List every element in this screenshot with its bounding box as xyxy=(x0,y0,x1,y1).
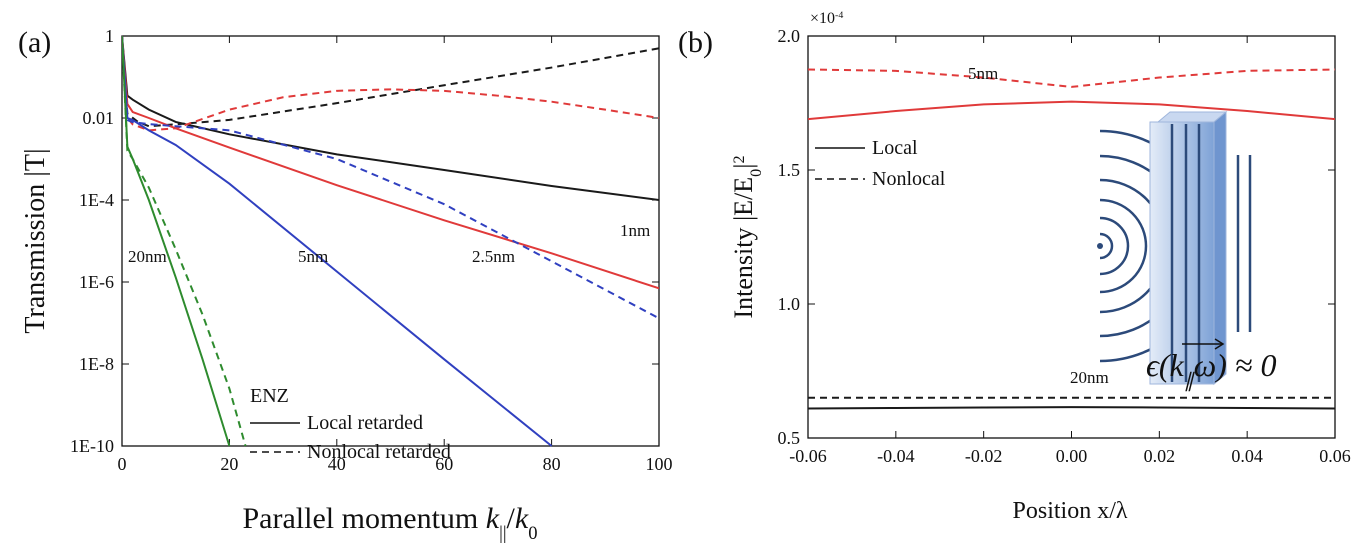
x-axis-label-part: k xyxy=(486,502,500,535)
y-tick-label: 1E-10 xyxy=(70,436,114,456)
x-tick-label: -0.06 xyxy=(789,446,827,466)
inset-formula: ϵ(k∥ω) ≈ 0 xyxy=(1146,347,1276,392)
x-tick-label: 0 xyxy=(118,454,127,474)
series-line xyxy=(808,100,1335,121)
series-line xyxy=(122,35,659,201)
annotation: 2.5nm xyxy=(472,247,515,266)
y-axis-label-part: 0 xyxy=(748,169,765,177)
y-axis-label-part: | xyxy=(729,164,758,169)
y-tick-label: 0.01 xyxy=(83,108,115,128)
y-axis-label-part: Intensity |E/E xyxy=(729,177,758,319)
y-tick-label: 1E-6 xyxy=(79,272,114,292)
y-multiplier: ×10-4 xyxy=(810,10,843,28)
annotation: 20nm xyxy=(128,247,167,266)
x-tick-label: 0.04 xyxy=(1231,446,1263,466)
x-axis-label-part: Parallel momentum xyxy=(242,502,485,535)
x-tick-label: 40 xyxy=(328,454,346,474)
series-line xyxy=(122,35,659,128)
x-tick-label: 0.06 xyxy=(1319,446,1351,466)
y-axis-label: Intensity |E/E0|2 xyxy=(729,155,765,318)
legend-label: Local xyxy=(872,137,918,159)
y-tick-label: 2.0 xyxy=(778,26,801,46)
x-tick-label: 80 xyxy=(543,454,561,474)
inset-formula-part: ω) ≈ 0 xyxy=(1194,347,1277,383)
y-axis-label: Transmission |T| xyxy=(20,148,51,333)
x-axis-label: Position x/λ xyxy=(1013,498,1128,524)
x-tick-label: 0.02 xyxy=(1144,446,1176,466)
plot-frame xyxy=(121,35,660,447)
y-multiplier-part: ×10 xyxy=(810,10,835,27)
x-axis-label-part: 0 xyxy=(528,523,537,544)
y-tick-label: 0.5 xyxy=(778,428,801,448)
x-axis-label-part: k xyxy=(515,502,529,535)
x-axis-label-part: Position x/λ xyxy=(1013,498,1128,524)
y-axis-label-part: 2 xyxy=(731,155,748,163)
x-tick-label: 60 xyxy=(435,454,453,474)
legend-label: Nonlocal retarded xyxy=(307,441,451,463)
series-line xyxy=(122,35,659,290)
legend-label: Local retarded xyxy=(307,412,423,434)
inset-formula-part: ∥ xyxy=(1184,370,1196,392)
x-tick-label: -0.02 xyxy=(965,446,1003,466)
inset-formula-part: ϵ( xyxy=(1146,347,1172,383)
x-tick-label: 0.00 xyxy=(1056,446,1088,466)
x-tick-label: 100 xyxy=(646,454,673,474)
annotation: 5nm xyxy=(298,247,328,266)
series-line xyxy=(122,35,231,447)
y-tick-label: 1 xyxy=(105,26,114,46)
series-line xyxy=(122,35,553,447)
annotation: 5nm xyxy=(968,64,998,83)
x-tick-label: 20 xyxy=(220,454,238,474)
annotation: 1nm xyxy=(620,221,650,240)
legend-title: ENZ xyxy=(250,385,289,407)
series-line xyxy=(808,68,1335,88)
series-line xyxy=(122,35,247,447)
x-axis-label-part: / xyxy=(507,502,516,535)
y-axis-label-part: Transmission |T| xyxy=(20,148,51,333)
series-line xyxy=(808,406,1335,410)
y-multiplier-part: -4 xyxy=(835,10,843,21)
y-tick-label: 1.5 xyxy=(778,160,801,180)
y-tick-label: 1E-4 xyxy=(79,190,114,210)
inset-diagram xyxy=(1097,110,1252,386)
x-axis-label-part: || xyxy=(499,523,506,544)
series-line xyxy=(122,35,659,320)
legend-label: Nonlocal xyxy=(872,168,946,190)
series-line xyxy=(122,35,659,132)
inset-formula-part: k xyxy=(1170,347,1185,383)
annotation: 20nm xyxy=(1070,368,1109,387)
y-tick-label: 1.0 xyxy=(778,294,801,314)
y-tick-label: 1E-8 xyxy=(79,354,114,374)
x-axis-label: Parallel momentum k||/k0 xyxy=(242,502,537,544)
panel-label: (a) xyxy=(18,26,51,59)
panel-label: (b) xyxy=(678,26,713,59)
x-tick-label: -0.04 xyxy=(877,446,915,466)
